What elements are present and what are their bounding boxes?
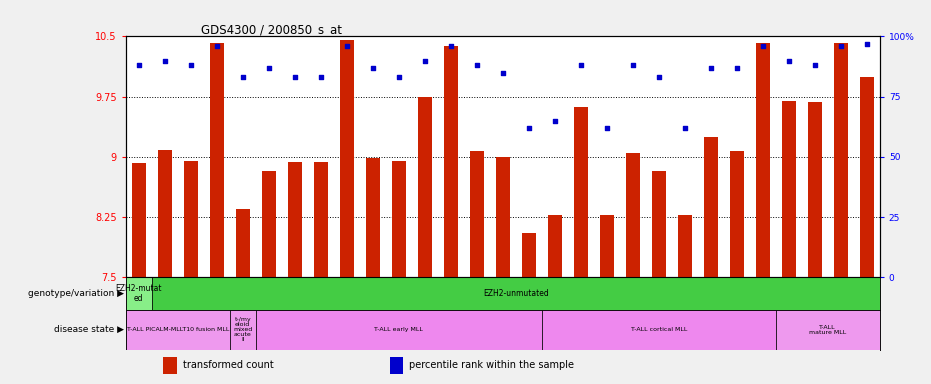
Point xyxy=(678,125,693,131)
Point xyxy=(729,65,744,71)
Text: T-ALL cortical MLL: T-ALL cortical MLL xyxy=(630,327,687,332)
Bar xyxy=(230,310,256,349)
Bar xyxy=(183,161,198,277)
Point xyxy=(626,62,641,68)
Point xyxy=(131,62,146,68)
Bar xyxy=(418,97,432,277)
Point xyxy=(652,74,667,81)
Point xyxy=(781,58,796,64)
Point xyxy=(391,74,406,81)
Bar xyxy=(126,277,152,310)
Point xyxy=(547,118,562,124)
Point xyxy=(469,62,484,68)
Bar xyxy=(126,310,230,349)
Bar xyxy=(256,310,542,349)
Bar xyxy=(600,215,614,277)
Bar xyxy=(262,170,276,277)
Bar xyxy=(859,77,874,277)
Point xyxy=(600,125,614,131)
Bar xyxy=(782,101,796,277)
Text: percentile rank within the sample: percentile rank within the sample xyxy=(410,360,574,370)
Bar xyxy=(131,163,146,277)
Point xyxy=(807,62,822,68)
Point xyxy=(183,62,198,68)
Point xyxy=(365,65,380,71)
Point xyxy=(288,74,303,81)
Text: T-ALL
mature MLL: T-ALL mature MLL xyxy=(809,325,846,335)
Text: T-ALL early MLL: T-ALL early MLL xyxy=(374,327,424,332)
Bar xyxy=(521,233,536,277)
Bar xyxy=(730,151,744,277)
Text: transformed count: transformed count xyxy=(183,360,274,370)
Bar xyxy=(626,153,640,277)
Point xyxy=(755,43,770,49)
Point xyxy=(495,70,510,76)
Bar xyxy=(542,310,776,349)
Bar xyxy=(157,151,172,277)
Bar xyxy=(366,159,380,277)
Bar xyxy=(288,162,302,277)
Point xyxy=(573,62,588,68)
Bar xyxy=(443,46,458,277)
Bar xyxy=(164,357,177,374)
Bar xyxy=(678,215,692,277)
Bar xyxy=(392,161,406,277)
Bar xyxy=(833,43,848,277)
Bar xyxy=(469,151,484,277)
Point xyxy=(313,74,328,81)
Bar xyxy=(547,215,562,277)
Point xyxy=(339,43,354,49)
Text: genotype/variation ▶: genotype/variation ▶ xyxy=(28,289,124,298)
Text: GDS4300 / 200850_s_at: GDS4300 / 200850_s_at xyxy=(201,23,342,36)
Bar xyxy=(314,162,328,277)
Point xyxy=(703,65,718,71)
Text: t-/my
eloid
mixed
acute
ll: t-/my eloid mixed acute ll xyxy=(233,317,252,342)
Bar xyxy=(704,137,718,277)
Bar xyxy=(236,209,250,277)
Bar xyxy=(776,310,880,349)
Point xyxy=(521,125,536,131)
Text: EZH2-mutat
ed: EZH2-mutat ed xyxy=(115,284,162,303)
Point xyxy=(209,43,224,49)
Bar xyxy=(389,357,403,374)
Point xyxy=(833,43,848,49)
Bar xyxy=(495,157,510,277)
Bar xyxy=(573,107,587,277)
Point xyxy=(262,65,277,71)
Point xyxy=(157,58,172,64)
Bar xyxy=(209,43,223,277)
Text: T-ALL PICALM-MLLT10 fusion MLL: T-ALL PICALM-MLLT10 fusion MLL xyxy=(127,327,229,332)
Point xyxy=(859,41,874,47)
Bar xyxy=(652,171,666,277)
Point xyxy=(443,43,458,49)
Point xyxy=(236,74,250,81)
Text: EZH2-unmutated: EZH2-unmutated xyxy=(483,289,548,298)
Bar xyxy=(756,43,770,277)
Text: disease state ▶: disease state ▶ xyxy=(54,325,124,334)
Bar xyxy=(807,102,822,277)
Point xyxy=(417,58,432,64)
Bar xyxy=(340,40,354,277)
